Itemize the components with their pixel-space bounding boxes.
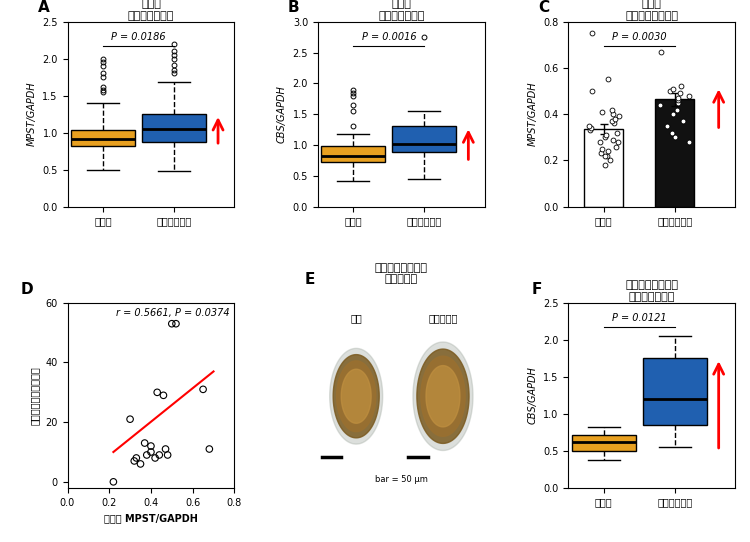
Y-axis label: MPST/GAPDH: MPST/GAPDH (27, 82, 37, 146)
Text: bar = 50 μm: bar = 50 μm (375, 475, 427, 484)
X-axis label: 死後脳 MPST/GAPDH: 死後脳 MPST/GAPDH (104, 513, 198, 523)
Text: B: B (288, 1, 299, 15)
FancyBboxPatch shape (392, 126, 456, 152)
Y-axis label: CBS/GAPDH: CBS/GAPDH (277, 85, 287, 143)
Point (203, 444, 215, 453)
Title: ニューロスフェア
（遺伝子発現）: ニューロスフェア （遺伝子発現） (625, 280, 678, 302)
Text: D: D (21, 282, 34, 296)
Text: A: A (38, 1, 50, 15)
Text: 対照: 対照 (350, 313, 362, 324)
Title: 死後脳
（遺伝子発現）: 死後脳 （遺伝子発現） (128, 0, 174, 21)
Title: 死後脳
（タンパク発現）: 死後脳 （タンパク発現） (625, 0, 678, 21)
Y-axis label: MPST/GAPDH: MPST/GAPDH (527, 82, 538, 146)
Point (153, 450, 165, 459)
Point (130, 454, 142, 462)
Point (170, 319, 182, 328)
Bar (584, 129, 623, 207)
Point (128, 456, 140, 465)
FancyBboxPatch shape (321, 146, 386, 162)
Point (145, 442, 157, 450)
Point (149, 454, 161, 462)
Point (124, 415, 136, 423)
Text: C: C (538, 1, 549, 15)
Title: 死後脳
（遺伝子発現）: 死後脳 （遺伝子発現） (378, 0, 424, 21)
Point (197, 385, 209, 393)
FancyBboxPatch shape (142, 114, 206, 141)
Point (134, 460, 146, 468)
Y-axis label: 生前の臨床症状スコア: 生前の臨床症状スコア (30, 366, 40, 425)
Text: ニューロスフェア
（細胞像）: ニューロスフェア （細胞像） (375, 263, 427, 285)
FancyBboxPatch shape (572, 435, 635, 451)
Text: P = 0.0186: P = 0.0186 (111, 32, 166, 42)
Text: P = 0.0121: P = 0.0121 (612, 313, 667, 323)
Point (145, 448, 157, 456)
Text: F: F (532, 282, 542, 296)
Point (107, 478, 119, 486)
Text: E: E (304, 272, 315, 287)
Point (141, 450, 153, 459)
FancyBboxPatch shape (71, 131, 135, 146)
Point (162, 450, 174, 459)
Text: P = 0.0016: P = 0.0016 (362, 32, 416, 42)
Point (139, 438, 151, 447)
Point (160, 444, 172, 453)
Point (152, 388, 164, 397)
Point (158, 391, 170, 399)
Text: 統合失調症: 統合失調症 (428, 313, 457, 324)
Text: r = 0.5661, P = 0.0374: r = 0.5661, P = 0.0374 (116, 308, 230, 318)
Point (166, 319, 178, 328)
Y-axis label: CBS/GAPDH: CBS/GAPDH (527, 366, 537, 424)
Bar (655, 99, 694, 207)
FancyBboxPatch shape (643, 358, 706, 425)
Text: P = 0.0030: P = 0.0030 (612, 32, 667, 42)
